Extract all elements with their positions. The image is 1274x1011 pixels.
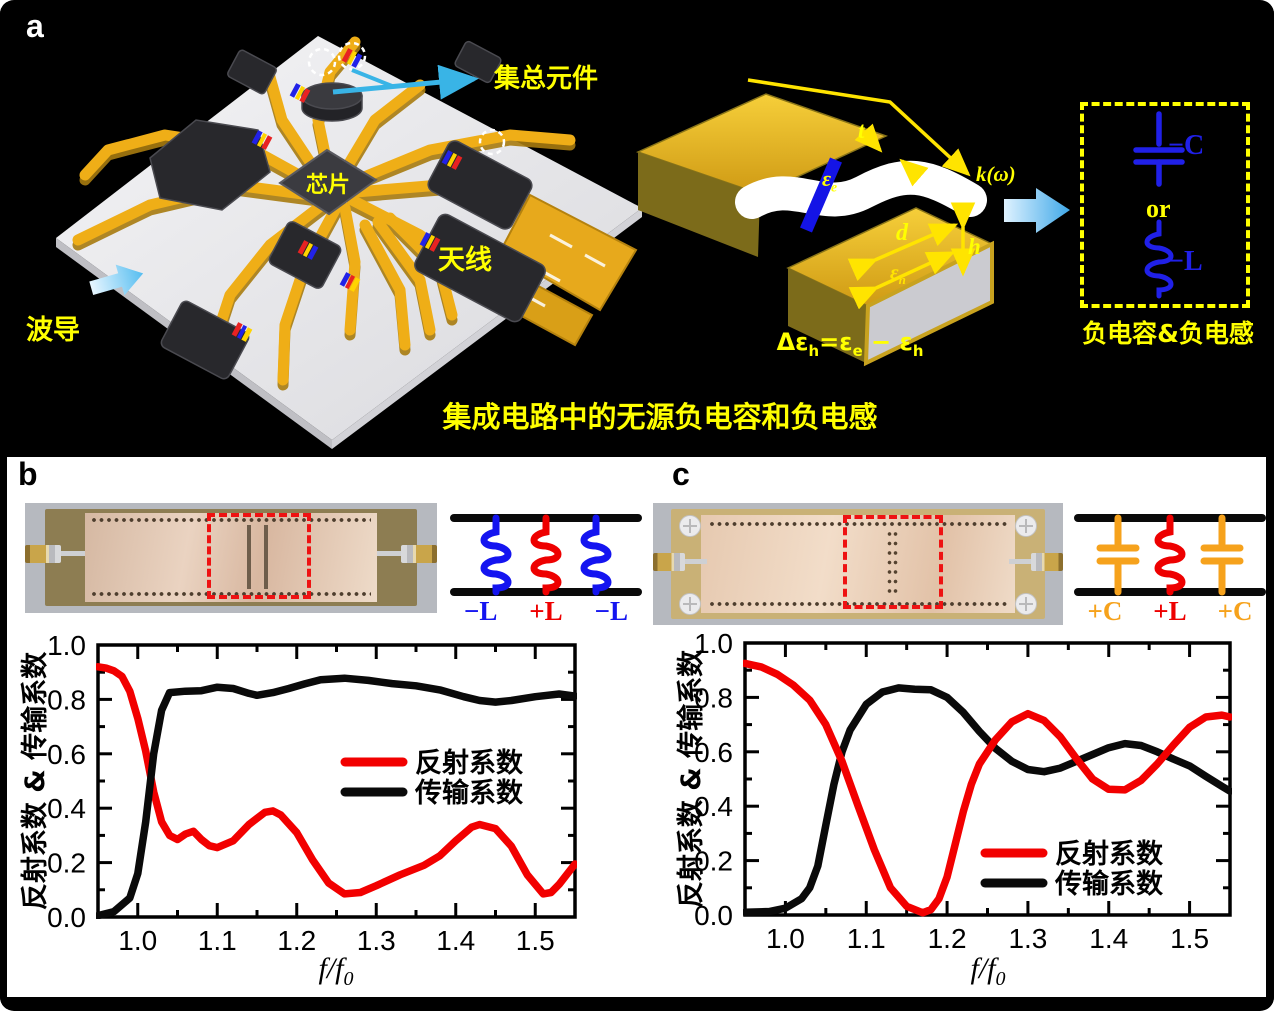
sma-connector-right-b bbox=[401, 545, 437, 563]
svg-text:0.4: 0.4 bbox=[47, 793, 86, 824]
svg-text:1.0: 1.0 bbox=[694, 628, 733, 659]
screw bbox=[1015, 515, 1037, 537]
svg-text:0.2: 0.2 bbox=[47, 848, 86, 879]
svg-text:f/f0: f/f0 bbox=[970, 952, 1005, 990]
unit-cell-outline-c bbox=[843, 515, 943, 609]
neg-c-label: −C bbox=[1168, 130, 1205, 161]
svg-text:1.2: 1.2 bbox=[277, 925, 316, 956]
chart-c: 1.0 1.1 1.2 1.3 1.4 1.50.00.20.40.60.81.0反射系数… bbox=[675, 628, 1232, 990]
svg-text:0.2: 0.2 bbox=[694, 846, 733, 877]
sma-connector-left-b bbox=[25, 545, 61, 563]
circuit-board-3d-render: 芯片 bbox=[56, 36, 642, 449]
chip-label: 芯片 bbox=[306, 173, 350, 198]
svg-text:1.0: 1.0 bbox=[118, 925, 157, 956]
svg-text:0.0: 0.0 bbox=[47, 902, 86, 933]
waveguide-schematic bbox=[635, 78, 994, 367]
unit-cell-outline-b bbox=[207, 513, 311, 599]
k-omega-label: k(ω) bbox=[976, 162, 1016, 186]
svg-text:0.0: 0.0 bbox=[694, 900, 733, 931]
svg-text:1.1: 1.1 bbox=[847, 923, 886, 954]
panel-b-label: b bbox=[18, 456, 38, 492]
lumped-element-stripes bbox=[231, 48, 463, 342]
svg-text:1.1: 1.1 bbox=[198, 925, 237, 956]
circuit-schematic-c bbox=[1074, 514, 1266, 596]
chip-component bbox=[278, 148, 378, 216]
antenna-patch bbox=[498, 193, 638, 312]
eps-e-label: εe bbox=[822, 166, 838, 195]
dielectric-stripe bbox=[800, 157, 842, 233]
svg-text:反射系数: 反射系数 bbox=[1055, 839, 1164, 870]
lumped-highlight-circles bbox=[307, 41, 506, 156]
svg-text:1.0: 1.0 bbox=[47, 630, 86, 661]
device-photo-c bbox=[653, 503, 1063, 625]
svg-text:反射系数 & 传输系数: 反射系数 & 传输系数 bbox=[19, 651, 51, 910]
svg-text:0.4: 0.4 bbox=[694, 791, 733, 822]
svg-text:反射系数: 反射系数 bbox=[415, 748, 524, 779]
svg-text:1.4: 1.4 bbox=[436, 925, 475, 956]
eps-h-label: εh bbox=[890, 260, 906, 288]
panel-c-label: c bbox=[672, 456, 690, 492]
sma-connector-left-c bbox=[653, 553, 685, 571]
h-label: h bbox=[968, 234, 981, 259]
svg-text:1.3: 1.3 bbox=[1008, 923, 1047, 954]
frame-edge-right bbox=[1266, 0, 1274, 1011]
device-photo-b bbox=[25, 503, 437, 613]
svg-text:1.4: 1.4 bbox=[1089, 923, 1128, 954]
element-labels-b: −L +L −L bbox=[463, 596, 629, 626]
lumped-callout-arrow bbox=[332, 64, 479, 100]
air-gap bbox=[735, 160, 987, 219]
svg-text:0.8: 0.8 bbox=[47, 684, 86, 715]
d-label: d bbox=[896, 220, 908, 246]
negative-circuit-box bbox=[1080, 102, 1250, 308]
or-label: or bbox=[1146, 194, 1171, 223]
svg-text:反射系数 & 传输系数: 反射系数 & 传输系数 bbox=[675, 649, 707, 908]
frame-edge-bottom bbox=[0, 997, 1274, 1011]
screw bbox=[1015, 593, 1037, 615]
svg-text:1.2: 1.2 bbox=[928, 923, 967, 954]
svg-text:传输系数: 传输系数 bbox=[1054, 868, 1164, 900]
svg-text:传输系数: 传输系数 bbox=[414, 777, 524, 809]
panel-a-caption: 集成电路中的无源负电容和负电感 bbox=[442, 400, 878, 434]
svg-text:1.0: 1.0 bbox=[766, 923, 805, 954]
frame-edge-left bbox=[0, 0, 7, 1011]
panel-a-label: a bbox=[26, 8, 44, 44]
negative-box-caption: 负电容&负电感 bbox=[1082, 319, 1254, 348]
svg-text:0.8: 0.8 bbox=[694, 682, 733, 713]
svg-text:0.6: 0.6 bbox=[47, 739, 86, 770]
panel-a: 芯片 bbox=[0, 0, 1274, 457]
t-label: t bbox=[858, 118, 865, 143]
negative-circuit-symbols bbox=[1133, 111, 1185, 299]
waveguide-arrow bbox=[89, 264, 144, 296]
delta-eps-formula: Δεh=εe − εh bbox=[776, 328, 924, 360]
neg-l-label: −L bbox=[1168, 246, 1203, 277]
sma-connector-right-c bbox=[1031, 553, 1063, 571]
block-arrow bbox=[1004, 188, 1070, 233]
element-labels-c: +C +L +C bbox=[1087, 596, 1253, 626]
svg-text:1.5: 1.5 bbox=[516, 925, 555, 956]
svg-text:0.6: 0.6 bbox=[694, 737, 733, 768]
screw bbox=[679, 593, 701, 615]
svg-text:1.5: 1.5 bbox=[1170, 923, 1209, 954]
antenna-label: 天线 bbox=[438, 245, 492, 276]
hexagon-component bbox=[149, 119, 271, 211]
svg-text:1.3: 1.3 bbox=[357, 925, 396, 956]
chart-b: 1.0 1.1 1.2 1.3 1.4 1.50.00.20.40.60.81.0反射系数… bbox=[19, 630, 577, 990]
cylinder-component bbox=[301, 82, 363, 110]
svg-text:f/f0: f/f0 bbox=[318, 952, 353, 990]
lumped-elements-label: 集总元件 bbox=[494, 64, 599, 94]
waveguide-label: 波导 bbox=[26, 315, 80, 346]
screw bbox=[679, 515, 701, 537]
circuit-schematic-b bbox=[450, 514, 642, 596]
